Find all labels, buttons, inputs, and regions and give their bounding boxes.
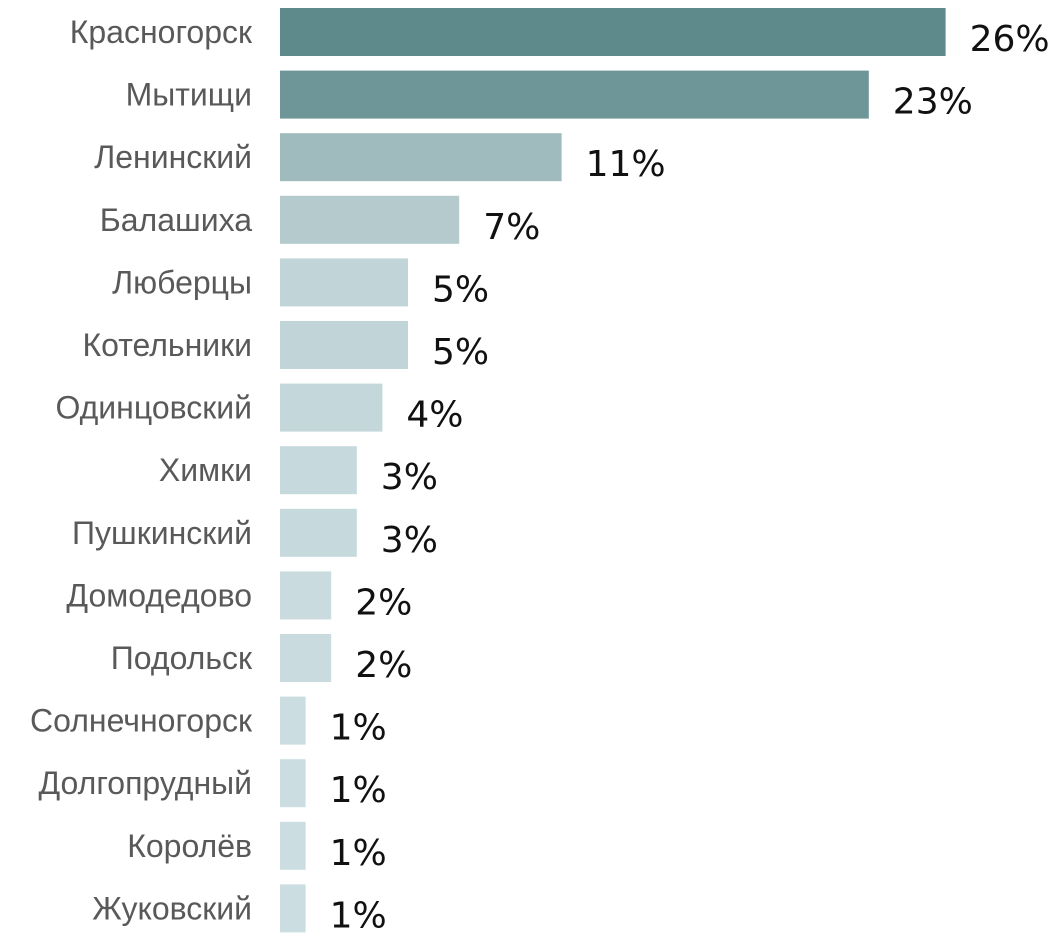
value-label: 2% [355, 582, 412, 623]
category-label: Королёв [127, 828, 252, 864]
bar [280, 634, 332, 682]
bar [280, 571, 332, 620]
category-label: Одинцовский [55, 390, 252, 426]
value-label: 26% [970, 19, 1050, 60]
category-label: Химки [159, 452, 252, 488]
category-label: Красногорск [70, 14, 253, 50]
bar [280, 821, 306, 870]
bar [280, 321, 408, 369]
bars [280, 8, 946, 933]
bar [280, 8, 946, 56]
category-label: Долгопрудный [39, 765, 252, 801]
category-label: Подольск [111, 640, 253, 676]
bar [280, 133, 562, 182]
category-label: Домодедово [66, 577, 252, 613]
value-label: 1% [330, 708, 387, 749]
value-label: 7% [483, 207, 540, 248]
bar [280, 383, 383, 432]
category-label: Мытищи [126, 77, 252, 113]
value-label: 11% [586, 144, 666, 185]
category-label: Солнечногорск [30, 703, 253, 739]
category-label: Балашиха [100, 202, 252, 238]
bar [280, 759, 306, 808]
value-label: 4% [406, 395, 463, 436]
value-label: 1% [330, 895, 387, 936]
value-label: 1% [330, 770, 387, 811]
value-label: 3% [381, 457, 438, 498]
category-label: Пушкинский [72, 515, 252, 551]
bar [280, 446, 357, 495]
category-label: Котельники [82, 327, 252, 363]
bar [280, 70, 869, 119]
value-label: 23% [893, 82, 973, 123]
value-labels: 26% 23% 11% 7% 5% 5% 4% 3% 3% 2% 2% 1% 1% 1% 1% [330, 19, 1050, 936]
value-label: 2% [355, 645, 412, 686]
bar [280, 696, 306, 745]
value-label: 5% [432, 332, 489, 373]
value-label: 1% [330, 833, 387, 874]
category-label: Жуковский [92, 890, 252, 926]
category-label: Ленинский [94, 139, 252, 175]
value-label: 5% [432, 269, 489, 310]
bar [280, 884, 306, 933]
value-label: 3% [381, 520, 438, 561]
bar [280, 258, 408, 307]
category-label: Люберцы [112, 264, 252, 300]
category-labels: Красногорск Мытищи Ленинский Балашиха Люберц… [30, 14, 253, 926]
bar [280, 508, 357, 557]
bar [280, 195, 460, 244]
